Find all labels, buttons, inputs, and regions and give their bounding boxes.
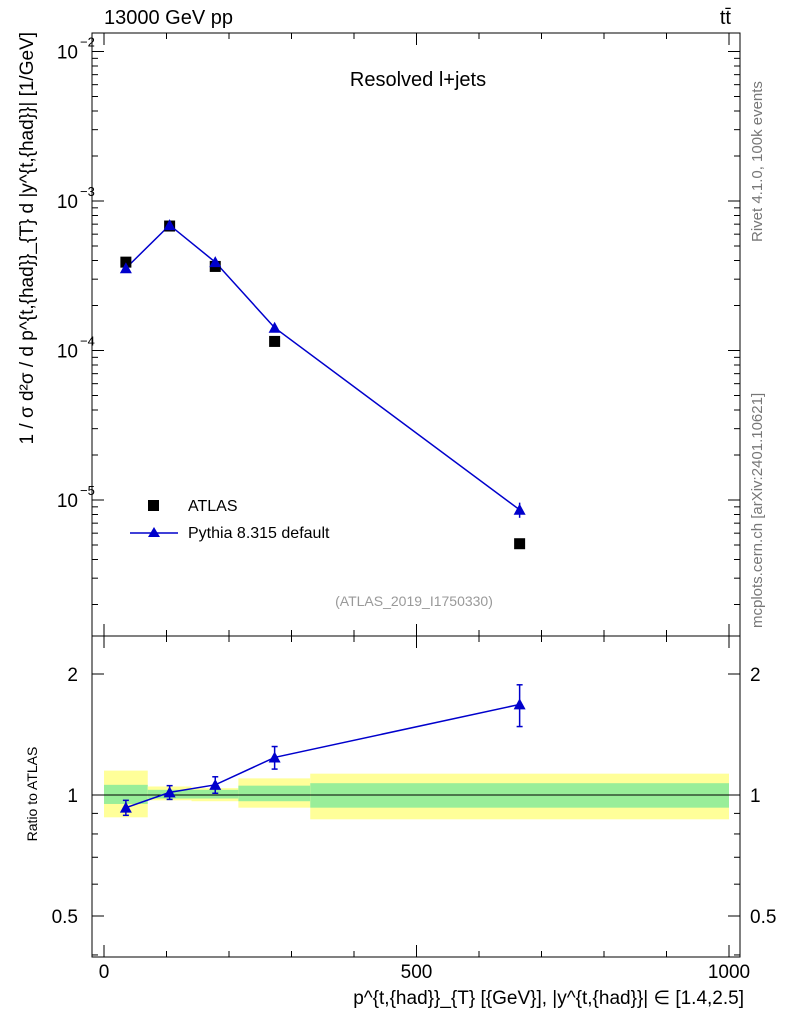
main-y-axis-title: 1 / σ d²σ / d p^{t,{had}}_{T} d |y^{t,{h… bbox=[17, 32, 38, 444]
pythia-point bbox=[119, 262, 132, 274]
main-y-tick-labels: 10−510−410−310−2 bbox=[57, 35, 95, 513]
ratio-point bbox=[513, 698, 526, 710]
ratio-y-tick-label-right: 2 bbox=[750, 665, 761, 686]
legend-pythia-marker bbox=[148, 527, 160, 537]
ratio-axis-ticks bbox=[92, 636, 740, 957]
pythia-line bbox=[125, 224, 521, 511]
main-y-tick-label: 10 bbox=[57, 342, 78, 363]
atlas-point bbox=[120, 256, 132, 268]
main-y-tick-exponent: −4 bbox=[80, 334, 95, 349]
pythia-point bbox=[163, 219, 176, 231]
x-tick-label: 1000 bbox=[708, 962, 750, 983]
site-label: mcplots.cern.ch [arXiv:2401.10621] bbox=[749, 393, 766, 628]
ratio-y-tick-label: 2 bbox=[67, 665, 78, 686]
ratio-uncertainty-bands bbox=[104, 770, 729, 820]
ratio-stat-band bbox=[238, 785, 311, 802]
main-plot-frame bbox=[91, 32, 741, 637]
pythia-point bbox=[513, 503, 526, 515]
ratio-y-tick-label: 0.5 bbox=[52, 907, 78, 928]
analysis-id: (ATLAS_2019_I1750330) bbox=[335, 593, 493, 609]
ratio-y-tick-label-right: 1 bbox=[750, 786, 761, 807]
x-tick-label: 0 bbox=[99, 962, 110, 983]
main-y-tick-exponent: −5 bbox=[80, 483, 95, 498]
ratio-panel: 0.5 0.5 1 1 2 2 0 500 1000 Ratio to ATLAS p^{t,{… bbox=[24, 635, 777, 1009]
main-y-tick-exponent: −2 bbox=[80, 35, 95, 50]
main-panel: 10−510−410−310−2 Resolved l+jets (ATLAS_… bbox=[17, 32, 741, 637]
ratio-point bbox=[119, 801, 132, 813]
ratio-y-tick-label-right: 0.5 bbox=[750, 907, 776, 928]
main-y-tick-label: 10 bbox=[57, 491, 78, 512]
main-chart-marks bbox=[119, 219, 526, 550]
ratio-tick-labels: 0.5 0.5 1 1 2 2 0 500 1000 bbox=[52, 665, 777, 983]
pythia-point bbox=[268, 321, 281, 333]
ratio-stat-band bbox=[191, 789, 239, 799]
ratio-y-tick-label: 1 bbox=[67, 786, 78, 807]
pythia-point bbox=[209, 256, 222, 268]
rivet-label: Rivet 4.1.0, 100k events bbox=[749, 81, 766, 242]
ratio-stat-band bbox=[104, 784, 148, 804]
energy-label: 13000 GeV pp bbox=[104, 7, 233, 29]
main-y-tick-exponent: −3 bbox=[80, 184, 95, 199]
legend-pythia-label: Pythia 8.315 default bbox=[188, 525, 330, 542]
ratio-point bbox=[163, 786, 176, 798]
main-title: Resolved l+jets bbox=[350, 69, 486, 91]
main-y-tick-label: 10 bbox=[57, 192, 78, 213]
legend: ATLAS Pythia 8.315 default bbox=[130, 498, 330, 542]
atlas-point bbox=[514, 538, 526, 550]
x-tick-label: 500 bbox=[401, 962, 433, 983]
ratio-y-axis-title: Ratio to ATLAS bbox=[24, 747, 40, 842]
x-axis-title: p^{t,{had}}_{T} [{GeV}], |y^{t,{had}}| ∈… bbox=[353, 988, 744, 1009]
process-label: tt̄ bbox=[720, 7, 732, 29]
main-axis-ticks bbox=[92, 33, 740, 636]
legend-atlas-label: ATLAS bbox=[188, 498, 238, 515]
ratio-point bbox=[209, 778, 222, 790]
atlas-point bbox=[269, 335, 281, 347]
ratio-point bbox=[268, 751, 281, 763]
main-y-tick-label: 10 bbox=[57, 43, 78, 64]
legend-atlas-marker bbox=[148, 500, 159, 511]
ratio-chart-marks bbox=[119, 684, 526, 817]
